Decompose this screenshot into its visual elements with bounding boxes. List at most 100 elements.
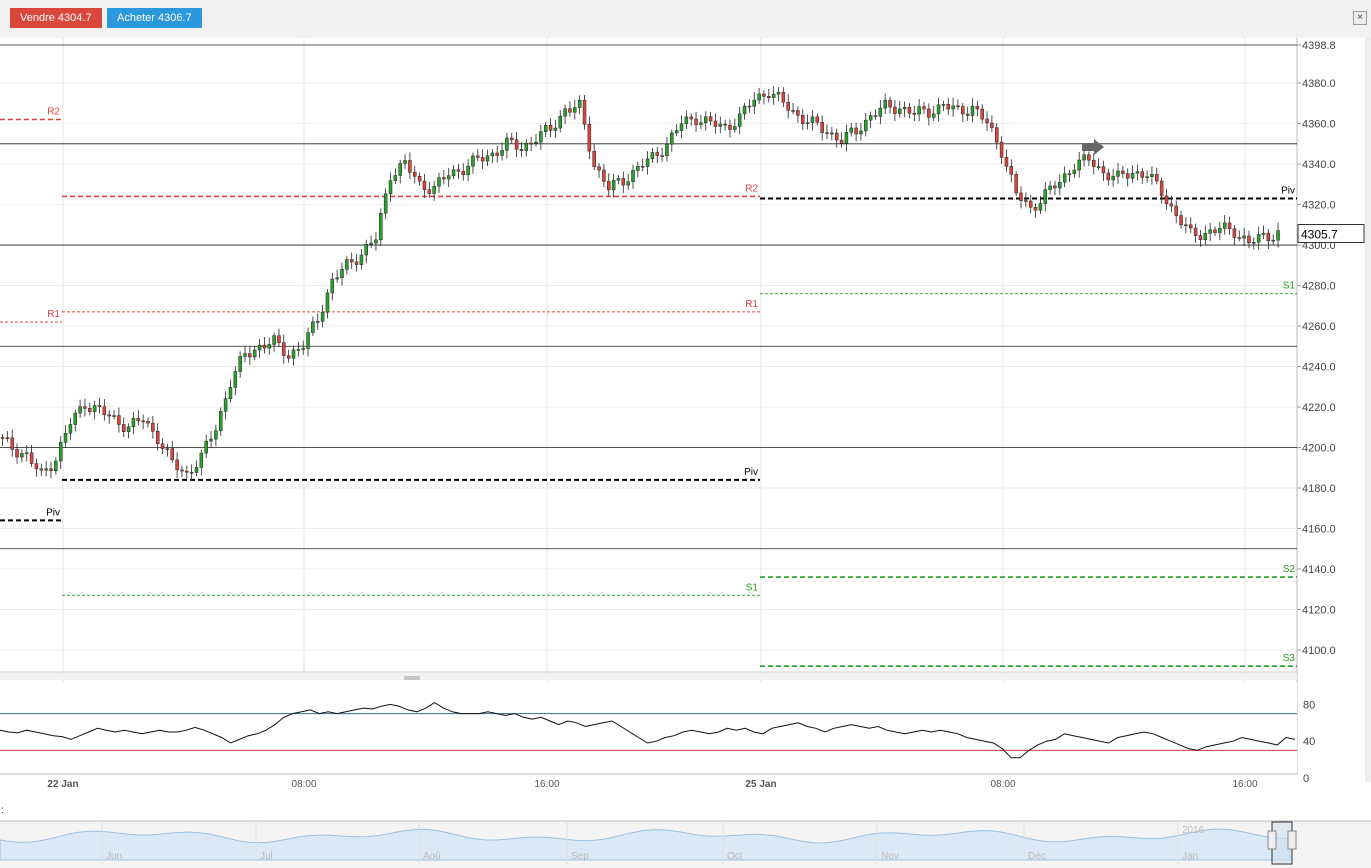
candle-body[interactable]: [898, 108, 902, 114]
candle-body[interactable]: [505, 137, 509, 151]
candle-body[interactable]: [20, 453, 24, 458]
candle-body[interactable]: [39, 468, 44, 471]
candle-body[interactable]: [403, 160, 407, 164]
candle-body[interactable]: [500, 150, 504, 156]
candle-body[interactable]: [1130, 172, 1135, 179]
candle-body[interactable]: [626, 181, 630, 186]
candle-body[interactable]: [490, 152, 495, 157]
candle-body[interactable]: [146, 420, 150, 424]
right-scrollbar[interactable]: [1365, 38, 1371, 782]
candle-body[interactable]: [655, 152, 659, 156]
candle-body[interactable]: [170, 448, 174, 461]
candle-body[interactable]: [88, 408, 92, 412]
candle-body[interactable]: [893, 106, 897, 114]
candle-body[interactable]: [1247, 235, 1251, 244]
candle-body[interactable]: [1019, 192, 1023, 201]
candle-body[interactable]: [1266, 232, 1271, 242]
candle-body[interactable]: [1116, 170, 1120, 177]
candle-body[interactable]: [781, 92, 786, 103]
candle-body[interactable]: [495, 152, 499, 156]
candle-body[interactable]: [650, 152, 655, 160]
candle-body[interactable]: [345, 259, 349, 270]
candle-body[interactable]: [432, 185, 436, 194]
candle-body[interactable]: [388, 180, 393, 195]
candle-body[interactable]: [1159, 180, 1164, 197]
candle-body[interactable]: [296, 349, 301, 351]
candle-body[interactable]: [1028, 200, 1033, 208]
candle-body[interactable]: [742, 105, 747, 115]
candle-body[interactable]: [63, 432, 68, 443]
candle-body[interactable]: [1276, 230, 1280, 241]
candle-body[interactable]: [471, 155, 475, 167]
candle-body[interactable]: [252, 349, 257, 358]
candle-body[interactable]: [442, 177, 446, 180]
candle-body[interactable]: [674, 130, 679, 134]
candle-body[interactable]: [660, 155, 664, 157]
candle-body[interactable]: [902, 107, 907, 110]
candle-body[interactable]: [1072, 169, 1077, 175]
candle-body[interactable]: [325, 292, 330, 313]
candle-body[interactable]: [699, 122, 703, 125]
candle-body[interactable]: [1271, 239, 1275, 242]
candle-body[interactable]: [1101, 166, 1106, 174]
candle-body[interactable]: [1067, 173, 1072, 176]
candle-body[interactable]: [757, 93, 761, 101]
candle-body[interactable]: [1213, 229, 1217, 233]
candle-body[interactable]: [228, 387, 233, 399]
candle-body[interactable]: [815, 116, 820, 123]
navigator-handle-left[interactable]: [1267, 830, 1277, 850]
candle-body[interactable]: [427, 189, 432, 194]
candle-body[interactable]: [1048, 185, 1052, 190]
candle-body[interactable]: [999, 141, 1004, 158]
candle-body[interactable]: [830, 132, 834, 135]
candle-body[interactable]: [665, 143, 669, 157]
candle-body[interactable]: [204, 440, 208, 454]
pane-separator[interactable]: [0, 673, 1297, 680]
candle-body[interactable]: [534, 141, 538, 144]
candle-body[interactable]: [0, 437, 5, 439]
candle-body[interactable]: [1189, 224, 1193, 229]
arrow-right-icon[interactable]: [1082, 139, 1104, 155]
candle-body[interactable]: [568, 108, 572, 113]
candle-body[interactable]: [645, 158, 650, 167]
candle-body[interactable]: [631, 170, 635, 183]
candle-body[interactable]: [1232, 228, 1237, 238]
candle-body[interactable]: [597, 166, 601, 171]
candle-body[interactable]: [364, 244, 368, 256]
candle-body[interactable]: [524, 142, 529, 151]
candle-body[interactable]: [980, 108, 984, 120]
candle-body[interactable]: [301, 348, 305, 350]
candle-body[interactable]: [248, 353, 252, 358]
candle-body[interactable]: [868, 115, 873, 121]
candle-body[interactable]: [461, 171, 465, 175]
candle-body[interactable]: [1038, 203, 1043, 211]
candle-body[interactable]: [607, 181, 611, 191]
candle-body[interactable]: [917, 106, 921, 115]
candle-body[interactable]: [408, 160, 412, 173]
candle-body[interactable]: [15, 449, 19, 458]
candle-body[interactable]: [713, 120, 718, 127]
candle-body[interactable]: [519, 149, 524, 151]
candle-body[interactable]: [990, 122, 994, 128]
candle-body[interactable]: [975, 106, 980, 110]
candle-body[interactable]: [102, 406, 107, 416]
candle-body[interactable]: [272, 335, 276, 345]
candle-body[interactable]: [1024, 200, 1028, 202]
candle-body[interactable]: [970, 106, 975, 116]
candle-body[interactable]: [796, 110, 800, 116]
candle-body[interactable]: [262, 344, 267, 349]
candle-body[interactable]: [267, 344, 271, 349]
candle-body[interactable]: [873, 115, 878, 117]
candle-body[interactable]: [1062, 173, 1067, 183]
candle-body[interactable]: [1033, 206, 1038, 211]
candle-body[interactable]: [762, 93, 766, 97]
candle-body[interactable]: [805, 122, 810, 124]
candle-body[interactable]: [1252, 242, 1256, 244]
candle-body[interactable]: [927, 108, 931, 118]
candle-body[interactable]: [956, 105, 960, 108]
candle-body[interactable]: [49, 468, 53, 472]
candle-body[interactable]: [480, 157, 485, 162]
candle-body[interactable]: [859, 130, 863, 135]
candle-body[interactable]: [670, 132, 674, 145]
candle-body[interactable]: [383, 193, 388, 214]
